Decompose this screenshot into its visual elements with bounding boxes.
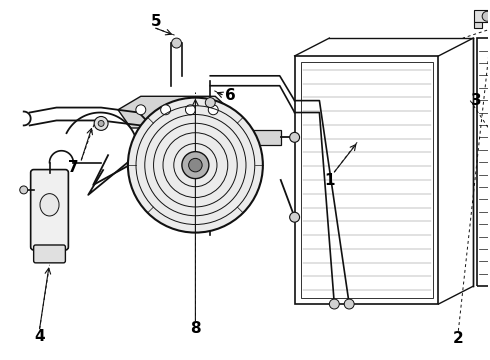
Text: 5: 5 <box>150 14 161 29</box>
Circle shape <box>329 299 339 309</box>
Polygon shape <box>118 96 230 128</box>
Circle shape <box>344 299 354 309</box>
Circle shape <box>290 132 299 142</box>
FancyBboxPatch shape <box>31 170 69 250</box>
Text: 3: 3 <box>471 93 482 108</box>
Circle shape <box>189 158 202 172</box>
Text: 4: 4 <box>34 329 45 344</box>
Circle shape <box>185 105 196 115</box>
Circle shape <box>136 105 146 115</box>
Circle shape <box>128 98 263 233</box>
Ellipse shape <box>40 194 59 216</box>
Text: 1: 1 <box>324 172 335 188</box>
Text: 7: 7 <box>68 159 79 175</box>
Circle shape <box>208 105 218 115</box>
Circle shape <box>205 98 215 108</box>
Circle shape <box>161 105 171 115</box>
Circle shape <box>20 186 28 194</box>
Text: 6: 6 <box>225 88 236 103</box>
Text: 8: 8 <box>190 321 201 336</box>
Circle shape <box>182 152 209 179</box>
Polygon shape <box>474 10 490 22</box>
Circle shape <box>290 212 299 222</box>
Circle shape <box>482 11 490 21</box>
Circle shape <box>94 117 108 130</box>
Circle shape <box>172 38 181 48</box>
Circle shape <box>98 121 104 126</box>
Text: 2: 2 <box>453 331 464 346</box>
Polygon shape <box>253 130 281 145</box>
FancyBboxPatch shape <box>34 245 65 263</box>
Polygon shape <box>474 22 482 28</box>
